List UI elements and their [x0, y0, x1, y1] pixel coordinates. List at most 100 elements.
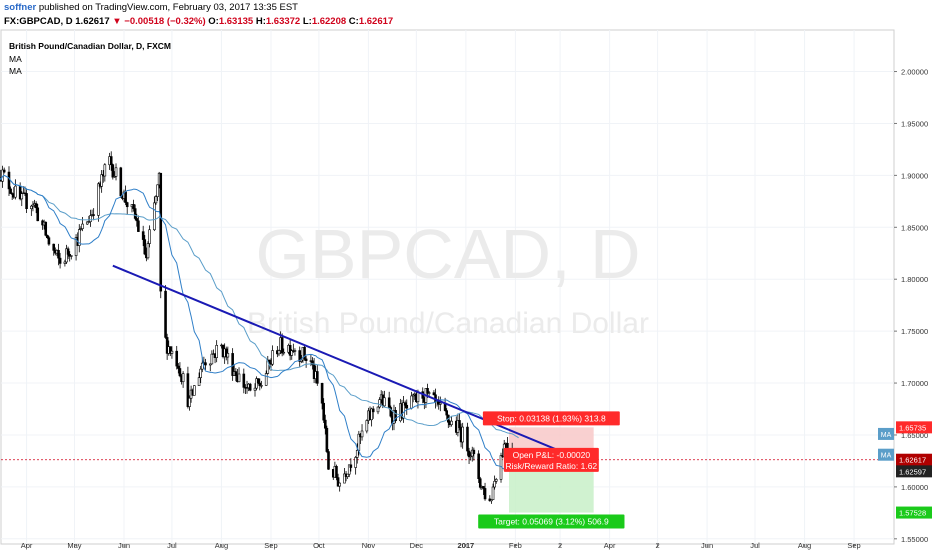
high-label: H: — [255, 16, 266, 27]
candle-body — [450, 420, 453, 426]
ma-tag-2: MA — [881, 453, 892, 460]
candle-body — [376, 406, 380, 413]
legend-ma-1[interactable]: MA — [9, 54, 22, 64]
target-label-bg — [478, 514, 625, 529]
candle-body — [304, 358, 308, 361]
candle-body — [89, 215, 92, 222]
entry-price-tag-bg — [896, 465, 932, 478]
candle-body — [365, 420, 369, 432]
candle-body — [360, 430, 364, 438]
candle-body — [490, 499, 493, 502]
publish-line: soffner published on TradingView.com, Fe… — [4, 2, 298, 13]
grid-lines — [1, 30, 894, 544]
candle-body — [224, 348, 228, 358]
candle-body — [81, 223, 84, 229]
time-axis[interactable]: Apr May Jun Jul Aug Sep Oct Nov Dec 2017 Feb 2 Apr 2 J… — [21, 541, 861, 550]
candle-body — [169, 346, 172, 354]
candle-body — [402, 402, 405, 419]
candle-body — [97, 183, 100, 216]
x-tick-label: Dec — [410, 541, 424, 550]
candle-body — [323, 419, 327, 429]
x-tick-label: Apr — [604, 541, 616, 550]
candle-body — [389, 407, 393, 417]
candle-body — [135, 218, 139, 222]
author-link[interactable]: soffner — [4, 2, 37, 13]
candle-body — [354, 457, 357, 468]
candle-body — [153, 202, 156, 231]
x-tick-label: May — [67, 541, 81, 550]
stop-price-tag-bg — [896, 421, 932, 434]
candle-body — [47, 237, 51, 245]
legend-ma-2[interactable]: MA — [9, 66, 22, 76]
candle-body — [387, 397, 391, 408]
candle-body — [256, 378, 260, 384]
candle-body — [36, 207, 40, 222]
x-tick-label: Sep — [264, 541, 277, 550]
target-price-tag-bg — [896, 506, 932, 519]
candle-body — [303, 346, 306, 360]
candle-body — [34, 203, 38, 209]
candle-body — [290, 350, 294, 356]
stop-price-tag: 1.65735 — [899, 423, 926, 432]
open-value: 1.63135 — [218, 16, 254, 27]
candle-body — [282, 351, 286, 354]
candle-body — [277, 350, 281, 355]
candle-body — [137, 220, 140, 232]
candle-body — [154, 196, 158, 204]
candle-body — [472, 449, 476, 455]
candle-body — [439, 402, 442, 405]
current-price-tag: 1.62617 — [899, 456, 926, 465]
candle-body — [316, 371, 319, 384]
candle-body — [192, 385, 196, 396]
candle-body — [146, 243, 150, 259]
candle-body — [156, 184, 159, 197]
candle-body — [506, 442, 509, 449]
y-tick-label: 2.00000 — [901, 68, 928, 77]
x-tick-label: Nov — [362, 541, 376, 550]
candle-body — [31, 204, 35, 207]
candle-body — [335, 466, 338, 478]
open-pnl-label: Open P&L: -0.00020 — [513, 450, 591, 460]
symbol-label[interactable]: FX:GBPCAD, D — [4, 16, 73, 27]
candle-body — [300, 359, 303, 362]
candle-body — [405, 404, 409, 409]
candle-body — [132, 204, 135, 209]
ma-tag-1-bg — [878, 427, 894, 440]
candle-body — [175, 350, 179, 367]
candle-body — [165, 337, 169, 354]
x-tick-label: Apr — [21, 541, 33, 550]
candle-body — [477, 453, 480, 480]
candle-body — [204, 362, 207, 366]
x-tick-label: Jun — [701, 541, 713, 550]
candle-body — [234, 371, 238, 376]
candle-body — [426, 388, 429, 394]
candle-body — [371, 408, 375, 413]
candle-body — [288, 345, 292, 356]
candle-body — [260, 385, 263, 387]
candle-body — [197, 377, 201, 386]
pnl-box — [503, 447, 599, 472]
y-tick-label: 1.80000 — [901, 275, 928, 284]
stop-label: Stop: 0.03138 (1.93%) 313.8 — [497, 413, 606, 423]
ma-tag-2-bg — [878, 448, 894, 461]
candle-body — [343, 473, 346, 484]
watermark-symbol: GBPCAD, D — [255, 215, 640, 293]
candle-body — [355, 450, 359, 458]
y-tick-label: 1.55000 — [901, 535, 928, 544]
candle-body — [85, 221, 89, 225]
y-tick-label: 1.60000 — [901, 483, 928, 492]
x-tick-label: Jun — [118, 541, 130, 550]
candle-body — [111, 164, 115, 178]
candle-body — [74, 237, 78, 256]
candle-body — [69, 255, 73, 257]
candles — [0, 151, 520, 504]
x-tick-label: Aug — [798, 541, 811, 550]
candle-body — [170, 350, 174, 354]
price-axis[interactable]: 2.00000 1.95000 1.90000 1.85000 1.80000 1.750… — [878, 68, 932, 544]
symbol-line: FX:GBPCAD, D 1.62617 ▼ −0.00518 (−0.32%)… — [4, 16, 393, 27]
close-label: C: — [348, 16, 359, 27]
target-label: Target: 0.05069 (3.12%) 506.9 — [494, 517, 609, 527]
candle-body — [253, 387, 257, 391]
